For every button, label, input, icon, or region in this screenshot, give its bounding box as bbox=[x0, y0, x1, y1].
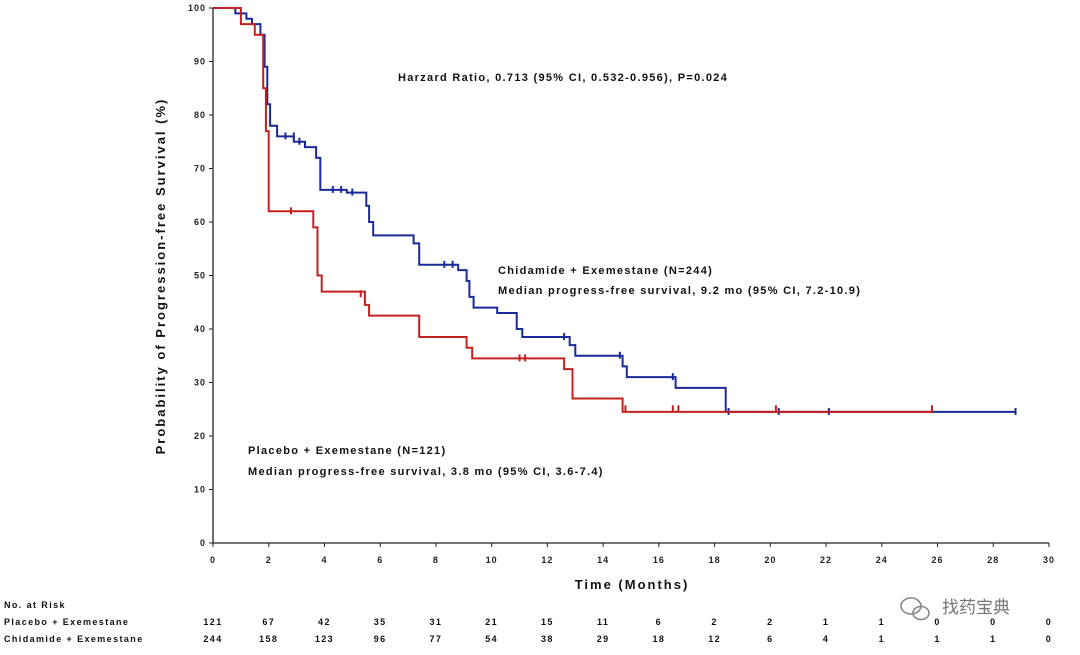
x-tick-label: 18 bbox=[709, 555, 721, 565]
risk-value: 0 bbox=[934, 617, 940, 627]
wechat-icon bbox=[900, 597, 930, 621]
risk-value: 6 bbox=[767, 634, 773, 644]
risk-value: 1 bbox=[934, 634, 940, 644]
x-tick-label: 24 bbox=[876, 555, 888, 565]
x-tick-label: 26 bbox=[932, 555, 944, 565]
x-tick-label: 28 bbox=[987, 555, 999, 565]
x-tick-label: 2 bbox=[266, 555, 272, 565]
risk-value: 96 bbox=[374, 634, 387, 644]
x-tick-label: 16 bbox=[653, 555, 665, 565]
risk-value: 158 bbox=[259, 634, 278, 644]
risk-value: 1 bbox=[990, 634, 996, 644]
risk-value: 1 bbox=[879, 634, 885, 644]
watermark-text: 找药宝典 bbox=[942, 598, 1010, 618]
y-axis-title: Probability of Progression-free Survival… bbox=[153, 98, 168, 455]
y-tick-label: 90 bbox=[194, 57, 206, 67]
x-tick-label: 6 bbox=[377, 555, 383, 565]
risk-value: 29 bbox=[597, 634, 610, 644]
placebo-legend-name: Placebo + Exemestane (N=121) bbox=[248, 445, 446, 457]
risk-row-label-placebo: Placebo + Exemestane bbox=[4, 617, 129, 627]
series-line-placebo bbox=[213, 7, 932, 413]
risk-value: 67 bbox=[262, 617, 275, 627]
risk-value: 1 bbox=[823, 617, 829, 627]
risk-value: 4 bbox=[823, 634, 829, 644]
x-tick-label: 4 bbox=[321, 555, 327, 565]
x-tick-label: 10 bbox=[486, 555, 498, 565]
risk-row-label-chidamide: Chidamide + Exemestane bbox=[4, 634, 144, 644]
hazard-ratio-note: Harzard Ratio, 0.713 (95% CI, 0.532-0.95… bbox=[398, 72, 728, 84]
x-tick-label: 22 bbox=[820, 555, 832, 565]
x-tick-label: 14 bbox=[597, 555, 609, 565]
x-tick-label: 8 bbox=[433, 555, 439, 565]
y-tick-label: 80 bbox=[194, 110, 206, 120]
chidamide-median-note: Median progress-free survival, 9.2 mo (9… bbox=[498, 285, 861, 297]
survival-curves bbox=[213, 7, 1017, 415]
risk-value: 2 bbox=[767, 617, 773, 627]
x-axis-title: Time (Months) bbox=[575, 577, 690, 592]
risk-value: 35 bbox=[374, 617, 387, 627]
risk-value: 21 bbox=[485, 617, 498, 627]
y-tick-label: 60 bbox=[194, 217, 206, 227]
risk-value: 0 bbox=[1046, 617, 1052, 627]
risk-value: 6 bbox=[656, 617, 662, 627]
risk-value: 2 bbox=[711, 617, 717, 627]
watermark: 找药宝典 bbox=[900, 597, 1010, 621]
risk-value: 121 bbox=[203, 617, 222, 627]
risk-table: No. at Risk Placebo + Exemestane Chidami… bbox=[4, 600, 1052, 644]
chidamide-legend-name: Chidamide + Exemestane (N=244) bbox=[498, 265, 713, 277]
y-tick-label: 10 bbox=[194, 485, 206, 495]
placebo-median-note: Median progress-free survival, 3.8 mo (9… bbox=[248, 466, 604, 478]
y-tick-label: 30 bbox=[194, 378, 206, 388]
risk-value: 38 bbox=[541, 634, 554, 644]
y-tick-label: 40 bbox=[194, 324, 206, 334]
y-tick-label: 50 bbox=[194, 271, 206, 281]
risk-value: 244 bbox=[203, 634, 222, 644]
x-tick-label: 20 bbox=[764, 555, 776, 565]
y-tick-label: 20 bbox=[194, 431, 206, 441]
risk-value: 0 bbox=[990, 617, 996, 627]
x-tick-label: 0 bbox=[210, 555, 216, 565]
y-tick-label: 100 bbox=[188, 3, 206, 13]
x-tick-label: 12 bbox=[541, 555, 553, 565]
risk-value: 0 bbox=[1046, 634, 1052, 644]
risk-value: 15 bbox=[541, 617, 554, 627]
risk-value: 54 bbox=[485, 634, 498, 644]
series-line-chidamide bbox=[213, 7, 1016, 413]
risk-value: 31 bbox=[430, 617, 443, 627]
risk-value: 123 bbox=[315, 634, 334, 644]
risk-value: 12 bbox=[708, 634, 721, 644]
y-tick-label: 70 bbox=[194, 164, 206, 174]
x-tick-label: 30 bbox=[1043, 555, 1055, 565]
risk-value: 11 bbox=[597, 617, 609, 627]
risk-value: 42 bbox=[318, 617, 331, 627]
risk-value: 77 bbox=[430, 634, 443, 644]
y-tick-label: 0 bbox=[200, 538, 206, 548]
risk-value: 18 bbox=[652, 634, 665, 644]
risk-value: 1 bbox=[879, 617, 885, 627]
risk-table-title: No. at Risk bbox=[4, 600, 66, 610]
